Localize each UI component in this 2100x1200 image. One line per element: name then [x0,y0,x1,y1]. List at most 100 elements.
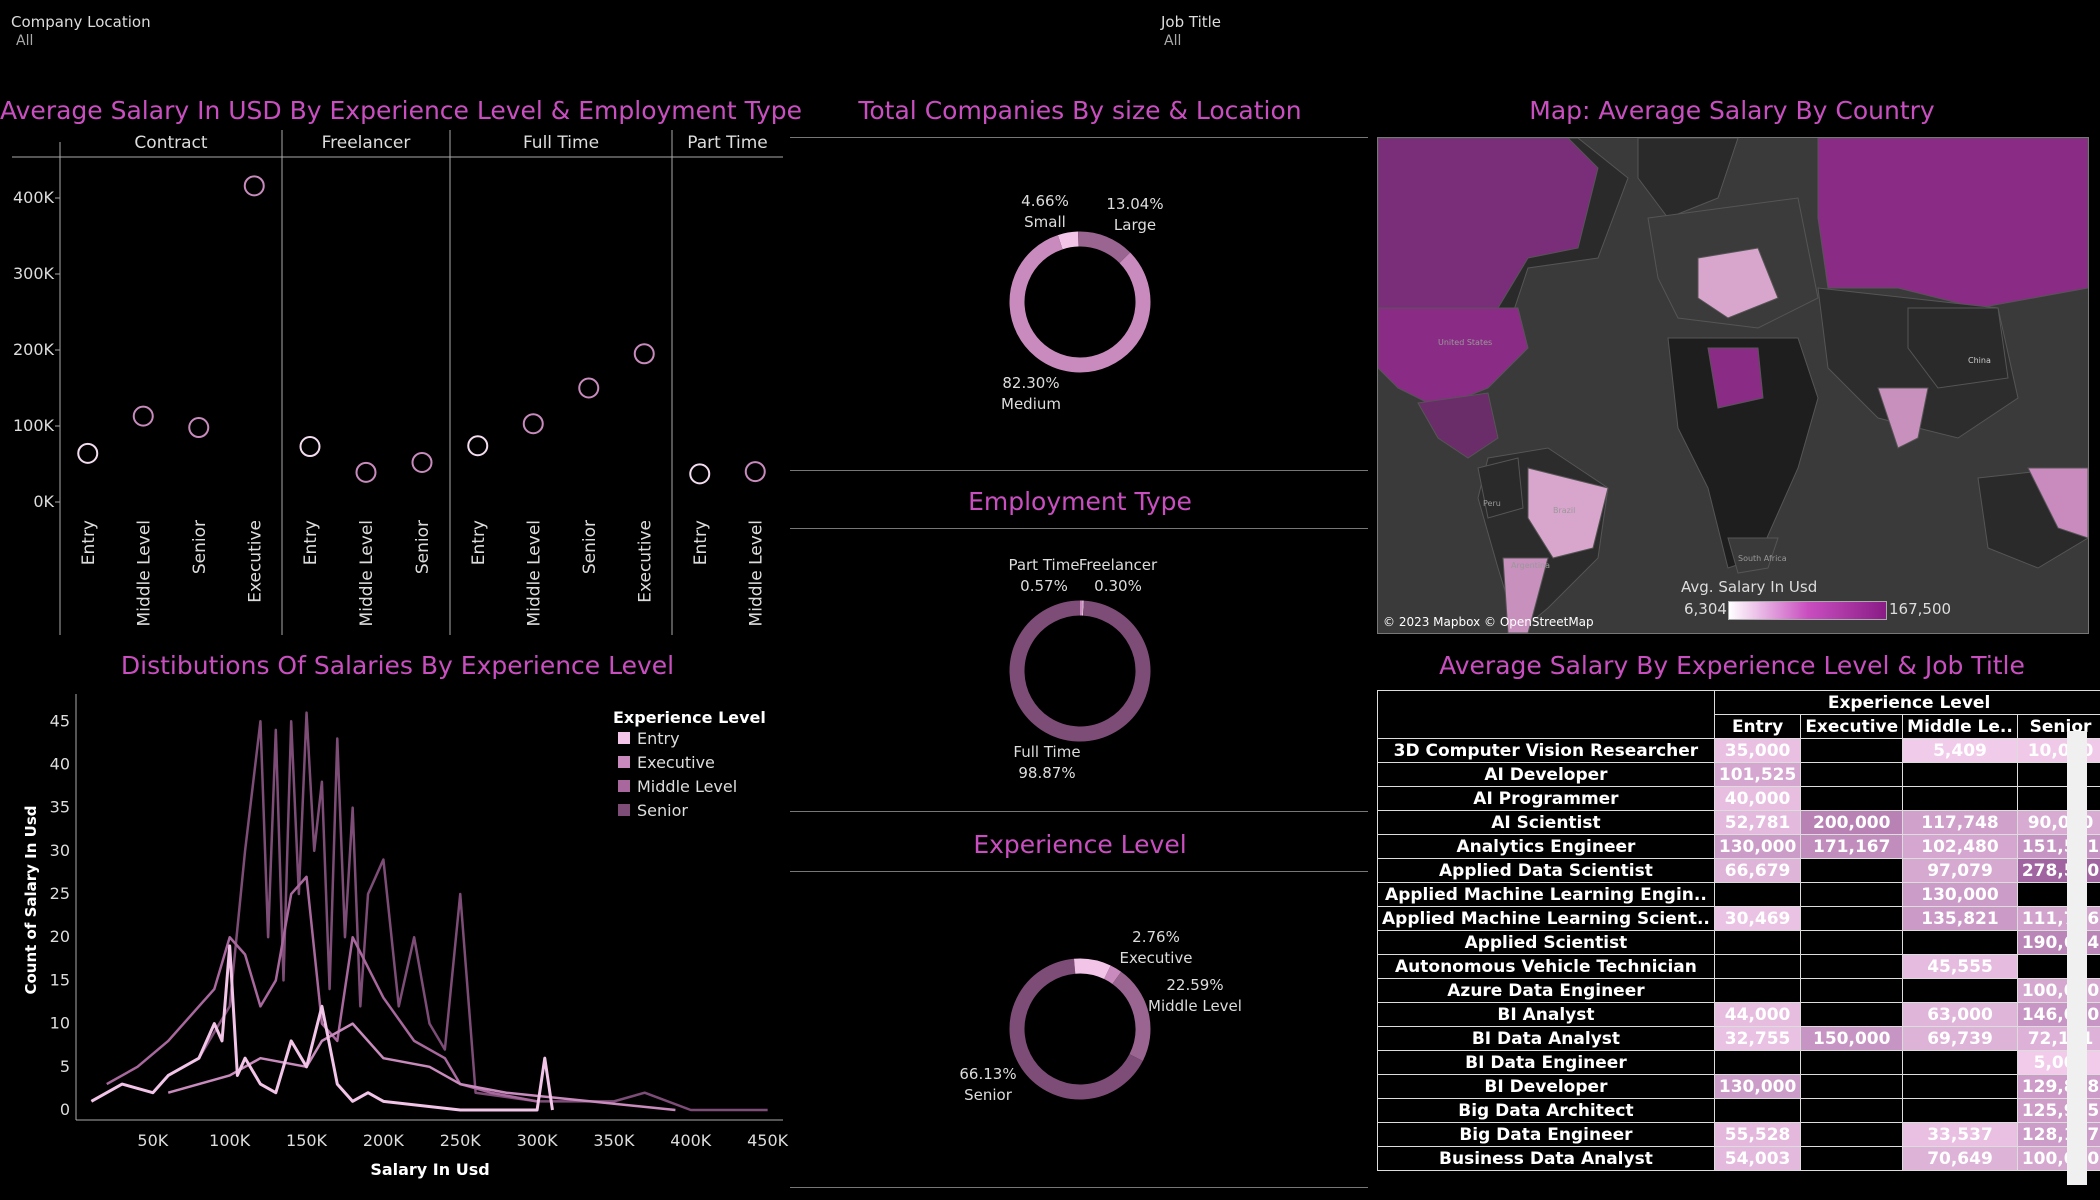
scatter-point[interactable] [635,344,654,363]
salary-cell[interactable] [1801,763,1903,787]
salary-cell[interactable]: 146,000 [2017,1003,2100,1027]
donut-slice[interactable] [1117,978,1143,1058]
scatter-point[interactable] [746,462,765,481]
job-title-cell[interactable]: Applied Scientist [1378,931,1715,955]
salary-cell[interactable]: 151,561 [2017,835,2100,859]
salary-cell[interactable] [1801,1051,1903,1075]
salary-cell[interactable]: 5,409 [1903,739,2018,763]
scatter-point[interactable] [357,463,376,482]
salary-cell[interactable] [1801,955,1903,979]
salary-cell[interactable] [1801,931,1903,955]
salary-cell[interactable] [1903,787,2018,811]
company-location-filter[interactable]: Company Location All [11,13,151,49]
donut-slice[interactable] [1078,239,1125,258]
salary-cell[interactable] [1714,931,1800,955]
donut-slice[interactable] [1107,972,1116,978]
salary-cell[interactable] [1714,883,1800,907]
salary-cell[interactable] [2017,763,2100,787]
salary-cell[interactable] [1714,1051,1800,1075]
salary-cell[interactable]: 32,755 [1714,1027,1800,1051]
salary-cell[interactable] [1801,1123,1903,1147]
salary-cell[interactable]: 117,748 [1903,811,2018,835]
salary-cell[interactable]: 52,781 [1714,811,1800,835]
table-row[interactable]: Applied Scientist 190,614 [1378,931,2100,955]
salary-cell[interactable] [1801,1147,1903,1171]
mexico-shape[interactable] [1418,393,1498,458]
salary-cell[interactable]: 90,000 [2017,811,2100,835]
scatter-point[interactable] [413,453,432,472]
scatter-point[interactable] [78,444,97,463]
salary-cell[interactable] [2017,883,2100,907]
job-title-cell[interactable]: Applied Machine Learning Scient.. [1378,907,1715,931]
scatter-point[interactable] [579,379,598,398]
scatter-point[interactable] [524,414,543,433]
job-title-cell[interactable]: AI Scientist [1378,811,1715,835]
salary-cell[interactable] [2017,955,2100,979]
salary-cell[interactable]: 130,000 [1714,1075,1800,1099]
salary-cell[interactable]: 100,000 [2017,979,2100,1003]
job-title-cell[interactable]: Applied Machine Learning Engin.. [1378,883,1715,907]
job-title-value[interactable]: All [1164,33,1221,49]
job-title-cell[interactable]: AI Programmer [1378,787,1715,811]
job-title-cell[interactable]: Big Data Architect [1378,1099,1715,1123]
salary-cell[interactable]: 190,614 [2017,931,2100,955]
salary-cell[interactable]: 200,000 [1801,811,1903,835]
table-row[interactable]: BI Data Analyst 32,755 150,000 69,739 72,101 [1378,1027,2100,1051]
algeria-shape[interactable] [1708,348,1763,408]
salary-cell[interactable] [1801,979,1903,1003]
salary-cell[interactable]: 54,003 [1714,1147,1800,1171]
job-title-cell[interactable]: AI Developer [1378,763,1715,787]
table-row[interactable]: Applied Machine Learning Scient.. 30,469 1… [1378,907,2100,931]
salary-cell[interactable] [1801,1075,1903,1099]
salary-cell[interactable]: 130,000 [1714,835,1800,859]
table-row[interactable]: Big Data Engineer 55,528 33,537 128,127 [1378,1123,2100,1147]
legend-swatch[interactable] [618,804,630,816]
salary-cell[interactable]: 55,528 [1714,1123,1800,1147]
salary-cell[interactable]: 278,500 [2017,859,2100,883]
salary-cell[interactable]: 72,101 [2017,1027,2100,1051]
salary-cell[interactable] [1903,1099,2018,1123]
salary-cell[interactable]: 33,537 [1903,1123,2018,1147]
table-row[interactable]: Applied Machine Learning Engin.. 130,000 [1378,883,2100,907]
salary-cell[interactable] [1801,907,1903,931]
table-row[interactable]: Big Data Architect 125,915 [1378,1099,2100,1123]
salary-cell[interactable]: 150,000 [1801,1027,1903,1051]
greenland-shape[interactable] [1638,138,1738,218]
table-row[interactable]: BI Developer 130,000 129,818 [1378,1075,2100,1099]
table-row[interactable]: Autonomous Vehicle Technician 45,555 [1378,955,2100,979]
company-location-value[interactable]: All [16,33,151,49]
job-title-cell[interactable]: BI Data Engineer [1378,1051,1715,1075]
scatter-point[interactable] [690,464,709,483]
salary-cell[interactable]: 125,915 [2017,1099,2100,1123]
table-row[interactable]: AI Programmer 40,000 [1378,787,2100,811]
table-row[interactable]: BI Data Engineer 5,000 [1378,1051,2100,1075]
usa-shape[interactable] [1378,308,1528,408]
donut-slice[interactable] [1060,239,1078,242]
map-canvas[interactable]: United States China Brazil Peru South Af… [1378,138,2088,633]
scatter-point[interactable] [134,407,153,426]
table-row[interactable]: AI Developer 101,525 [1378,763,2100,787]
salary-cell[interactable]: 130,000 [1903,883,2018,907]
donut-slice[interactable] [1017,242,1143,365]
legend-swatch[interactable] [618,732,630,744]
job-title-cell[interactable]: BI Data Analyst [1378,1027,1715,1051]
donut-slice[interactable] [1017,608,1143,734]
salary-cell[interactable]: 100,000 [2017,1147,2100,1171]
salary-cell[interactable]: 135,821 [1903,907,2018,931]
salary-cell[interactable] [1714,979,1800,1003]
salary-cell[interactable] [1903,763,2018,787]
series-line-executive[interactable] [168,1024,675,1110]
legend-swatch[interactable] [618,756,630,768]
job-title-cell[interactable]: Big Data Engineer [1378,1123,1715,1147]
job-title-cell[interactable]: BI Developer [1378,1075,1715,1099]
salary-cell[interactable] [1801,883,1903,907]
salary-cell[interactable]: 44,000 [1714,1003,1800,1027]
job-title-filter[interactable]: Job Title All [1161,13,1221,49]
scatter-point[interactable] [301,437,320,456]
salary-cell[interactable] [1714,1099,1800,1123]
salary-cell[interactable] [1801,1003,1903,1027]
table-row[interactable]: Applied Data Scientist 66,679 97,079 278,50… [1378,859,2100,883]
salary-cell[interactable] [1801,739,1903,763]
job-title-cell[interactable]: BI Analyst [1378,1003,1715,1027]
salary-cell[interactable]: 10,000 [2017,739,2100,763]
